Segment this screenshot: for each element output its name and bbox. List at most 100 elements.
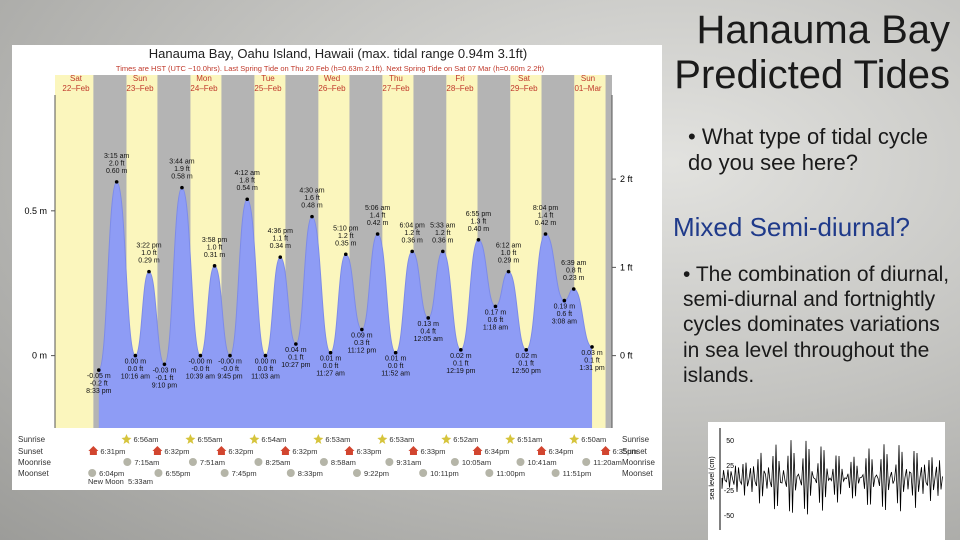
tide-label: 3:08 am [552, 319, 577, 326]
row-label: Sunrise [622, 435, 650, 444]
tide-label: 10:39 am [186, 374, 215, 381]
tide-label: 3:15 am [104, 153, 129, 160]
tide-label: 0.0 ft [128, 366, 144, 373]
tide-label: 12:05 am [414, 336, 443, 343]
tide-point [543, 232, 548, 236]
tide-point [360, 327, 364, 332]
moonrise-icon [516, 458, 525, 466]
row-label: Sunset [622, 447, 648, 456]
tide-label: 12:50 pm [512, 368, 541, 375]
tide-label: 4:36 pm [268, 228, 293, 235]
inset-y-tick-label: 25 [726, 463, 734, 470]
tide-label: 0.00 m [125, 359, 147, 366]
tide-label: 0.23 m [563, 275, 585, 282]
tide-point [198, 353, 203, 358]
tide-label: 0.01 m [320, 356, 342, 363]
row-label: Sunrise [18, 435, 46, 444]
tide-label: 0.60 m [106, 168, 128, 175]
tide-label: 5:10 pm [333, 225, 358, 232]
tide-label: 0.48 m [301, 203, 323, 210]
tide-label: 0.1 ft [518, 360, 534, 367]
tide-label: 1.8 ft [239, 178, 255, 185]
tide-point [506, 269, 511, 274]
sunset-icon [408, 446, 419, 455]
tide-point [114, 180, 119, 184]
moonset-time: 9:22pm [364, 469, 389, 478]
moonrise-time: 10:05am [462, 458, 491, 467]
tide-label: 1.9 ft [174, 166, 190, 173]
tide-label: -0.05 m [87, 373, 111, 380]
tide-label: 1.0 ft [207, 244, 223, 251]
y2-tick-label: 0 ft [620, 351, 633, 361]
tide-label: 0.02 m [450, 353, 472, 360]
sunset-time: 6:31pm [100, 447, 125, 456]
tide-point [562, 298, 567, 303]
tide-label: 0.34 m [270, 243, 292, 250]
sunrise-time: 6:52am [453, 435, 478, 444]
moonset-icon [485, 469, 494, 477]
date-label: 25–Feb [254, 84, 282, 93]
tide-label: 0.42 m [367, 220, 389, 227]
tide-point [590, 345, 594, 349]
sunset-icon [280, 446, 291, 455]
tide-label: 0.35 m [335, 240, 357, 247]
row-label: Moonrise [18, 458, 51, 467]
moonset-time: 6:55pm [165, 469, 190, 478]
sunset-icon [344, 446, 355, 455]
day-label: Wed [324, 74, 340, 83]
tide-label: -0.03 m [153, 367, 177, 374]
plot-area [55, 75, 612, 428]
tide-point [393, 350, 398, 355]
sunrise-icon [185, 434, 196, 444]
tide-label: 1.2 ft [338, 233, 354, 240]
tide-area [98, 181, 593, 428]
tide-label: 0.13 m [418, 321, 440, 328]
sunrise-icon [313, 434, 324, 444]
moonset-icon [154, 469, 163, 477]
sunset-time: 6:33pm [420, 447, 445, 456]
y2-tick-label: 2 ft [620, 174, 633, 184]
tide-point [310, 214, 314, 219]
tide-label: 1.1 ft [272, 236, 288, 243]
moonrise-time: 10:41am [527, 458, 556, 467]
moonset-time: 6:04pm [99, 469, 124, 478]
moonset-icon [220, 469, 229, 477]
tide-label: -0.0 ft [191, 366, 209, 373]
tide-label: 3:22 pm [136, 243, 161, 250]
tide-label: 6:12 am [496, 243, 521, 250]
tide-point [459, 348, 463, 352]
moon-phase: New Moon [88, 477, 124, 486]
tide-point [343, 252, 348, 257]
tide-label: 0.54 m [236, 185, 258, 192]
tide-label: 0.31 m [204, 252, 226, 259]
tide-label: 0.00 m [255, 359, 277, 366]
plot: -0.05 m-0.2 ft8:33 pm 3:15 am2.0 ft0.60 m… [18, 74, 655, 486]
tide-point [162, 362, 167, 367]
tide-point [375, 232, 380, 236]
tide-point [410, 249, 414, 254]
tide-label: 9:45 pm [217, 374, 242, 381]
moonset-time: 8:33pm [298, 469, 323, 478]
sunset-time: 6:34pm [549, 447, 574, 456]
day-label: Sat [70, 74, 83, 83]
row-label: Moonrise [622, 458, 655, 467]
date-label: 24–Feb [190, 84, 218, 93]
moonrise-time: 7:51am [200, 458, 225, 467]
sunrise-icon [569, 434, 580, 444]
tide-label: 0.3 ft [354, 340, 370, 347]
tide-label: 1:18 am [483, 324, 508, 331]
tide-label: 1.0 ft [141, 250, 157, 257]
row-label: Moonset [18, 469, 49, 478]
tide-label: -0.1 ft [155, 375, 173, 382]
day-label: Fri [455, 74, 465, 83]
tide-point [228, 353, 232, 358]
moonrise-icon [385, 458, 394, 466]
moonset-time: 10:11pm [430, 469, 459, 478]
date-label: 26–Feb [318, 84, 346, 93]
moonset-icon [551, 469, 560, 477]
moonrise-time: 11:20am [593, 458, 622, 467]
tide-label: 0.19 m [554, 304, 576, 311]
day-label: Sun [133, 74, 147, 83]
tide-label: 0.42 m [535, 220, 557, 227]
